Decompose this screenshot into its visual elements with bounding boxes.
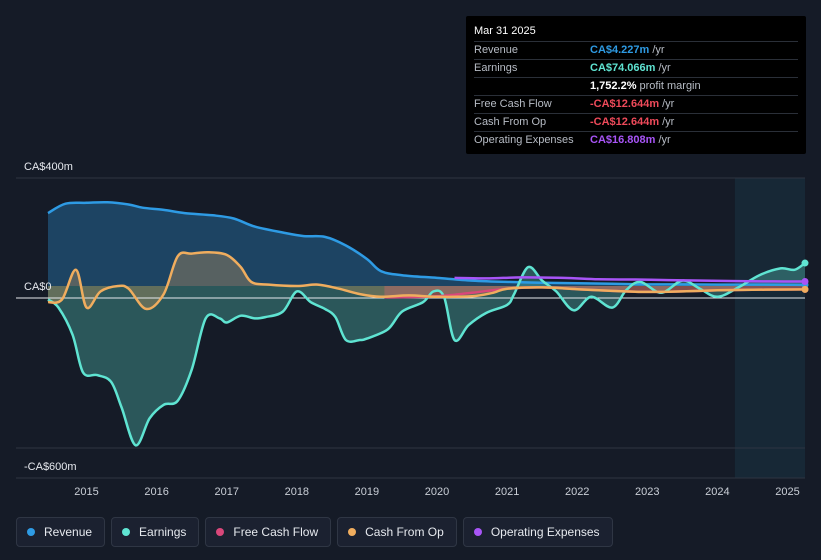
x-tick-2021: 2021 (495, 486, 519, 498)
tooltip-row-unit: /yr (658, 62, 671, 74)
legend-label: Revenue (44, 525, 93, 539)
tooltip-row-value: CA$4.227m (590, 44, 650, 56)
operating-expenses-endpoint (801, 277, 809, 285)
tooltip-row-unit: /yr (662, 116, 675, 128)
cash-from-op-line (47, 250, 806, 311)
tooltip-row-unit: /yr (658, 134, 671, 146)
legend: Revenue Earnings Free Cash Flow Cash From O… (16, 517, 613, 549)
legend-dot-icon (122, 528, 131, 536)
tooltip-row: Operating Expenses CA$16.808m/yr (474, 132, 798, 149)
legend-item-revenue[interactable]: Revenue (16, 517, 106, 547)
tooltip-row-label: Cash From Op (474, 116, 547, 128)
x-tick-2024: 2024 (705, 486, 729, 498)
legend-dot-icon (348, 528, 357, 536)
tooltip-row-label: Free Cash Flow (474, 98, 552, 110)
tooltip-panel: Mar 31 2025 Revenue CA$4.227m/yr Earnings C… (466, 16, 806, 154)
legend-item-operating-expenses[interactable]: Operating Expenses (462, 517, 613, 547)
cash-from-op-endpoint (801, 285, 809, 293)
chart: CA$400m CA$0 -CA$600m 2015 2016 2017 2018 20… (16, 161, 809, 498)
tooltip-row-label (474, 78, 590, 95)
legend-item-earnings[interactable]: Earnings (111, 517, 200, 547)
legend-item-free-cash-flow[interactable]: Free Cash Flow (205, 517, 332, 547)
x-tick-2020: 2020 (425, 486, 449, 498)
legend-item-cash-from-op[interactable]: Cash From Op (337, 517, 457, 547)
tooltip-row: Revenue CA$4.227m/yr (474, 42, 798, 60)
tooltip-row-label: Earnings (474, 62, 518, 74)
legend-label: Free Cash Flow (233, 525, 319, 539)
tooltip-row: Earnings CA$74.066m/yr (474, 60, 798, 78)
legend-dot-icon (27, 528, 35, 536)
tooltip-row-value: 1,752.2% (590, 80, 637, 92)
earnings-area (48, 263, 805, 446)
tooltip-row-value: CA$74.066m (590, 62, 656, 74)
x-tick-2015: 2015 (74, 486, 98, 498)
tooltip-row-label: Revenue (474, 44, 519, 56)
tooltip-row-value: -CA$12.644m (590, 116, 660, 128)
tooltip-row-value: -CA$12.644m (590, 98, 660, 110)
tooltip-row-value: CA$16.808m (590, 134, 656, 146)
x-tick-2023: 2023 (635, 486, 659, 498)
operating-expenses-line (454, 276, 806, 283)
legend-label: Earnings (139, 525, 187, 539)
legend-dot-icon (473, 528, 482, 536)
tooltip-date: Mar 31 2025 (474, 24, 798, 42)
x-tick-2019: 2019 (355, 486, 379, 498)
x-axis-ticks: 2015 2016 2017 2018 2019 2020 2021 2022 2023 2024… (74, 486, 799, 498)
legend-label: Operating Expenses (490, 525, 600, 539)
tooltip-rows: Revenue CA$4.227m/yr Earnings CA$74.066m/yr… (474, 42, 798, 149)
y-label-top: CA$400m (24, 161, 73, 173)
cash-from-op-area (48, 252, 805, 309)
x-tick-2022: 2022 (565, 486, 589, 498)
tooltip-row: Cash From Op -CA$12.644m/yr (474, 114, 798, 132)
legend-dot-icon (216, 528, 225, 536)
tooltip-row-unit: /yr (662, 98, 675, 110)
tooltip-row: 1,752.2% profit margin (474, 78, 798, 96)
tooltip-row: Free Cash Flow -CA$12.644m/yr (474, 96, 798, 114)
tooltip-row-unit: profit margin (639, 80, 701, 92)
earnings-line (47, 262, 806, 447)
series-lines (47, 200, 806, 447)
series-endpoints (801, 259, 809, 293)
y-label-bottom: -CA$600m (24, 461, 77, 473)
revenue-area (48, 202, 805, 286)
tooltip-row-label: Operating Expenses (474, 134, 574, 146)
y-label-zero: CA$0 (24, 281, 52, 293)
x-tick-2018: 2018 (285, 486, 309, 498)
revenue-line (47, 200, 806, 287)
x-tick-2016: 2016 (144, 486, 168, 498)
area-fills (48, 202, 805, 446)
forecast-region (734, 178, 805, 478)
x-tick-2017: 2017 (214, 486, 238, 498)
tooltip-row-unit: /yr (652, 44, 665, 56)
x-tick-2025: 2025 (775, 486, 799, 498)
earnings-endpoint (801, 259, 809, 267)
legend-label: Cash From Op (365, 525, 444, 539)
